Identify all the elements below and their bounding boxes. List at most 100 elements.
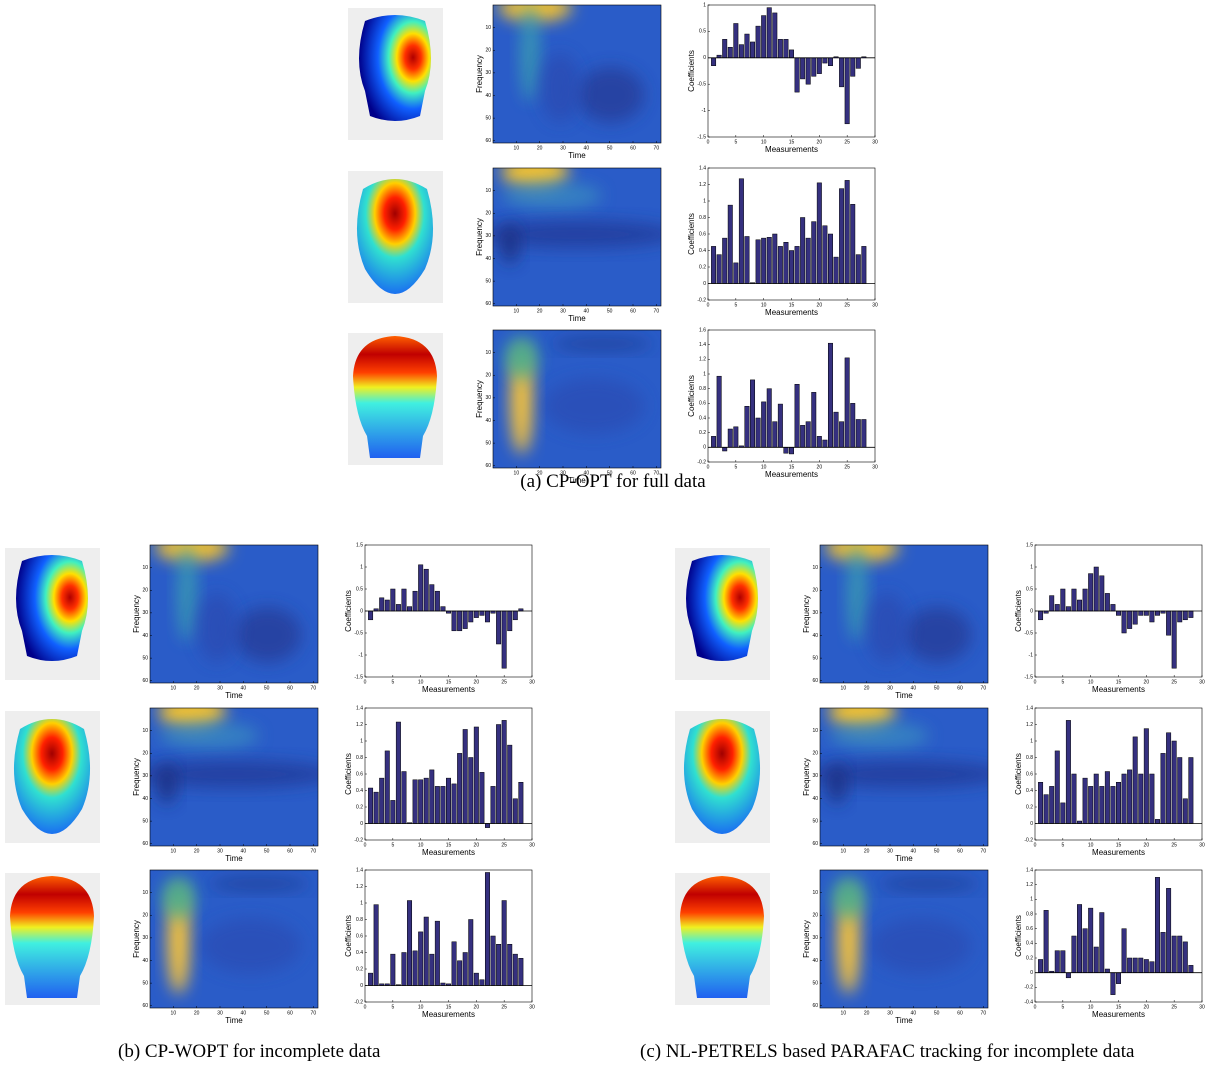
x-axis-label: Time — [895, 691, 913, 700]
bar — [812, 222, 816, 284]
bar — [1061, 589, 1065, 611]
x-tick-label: 25 — [1171, 842, 1177, 848]
x-axis-label: Measurements — [765, 308, 818, 317]
y-tick-label: 30 — [142, 935, 148, 941]
y-tick-label: 20 — [485, 211, 491, 217]
bar — [761, 16, 765, 58]
bar — [430, 770, 434, 824]
y-tick-label: 1 — [703, 371, 706, 377]
y-tick-label: 0.6 — [356, 933, 363, 939]
y-tick-label: 0.8 — [699, 215, 706, 221]
y-tick-label: 10 — [485, 25, 491, 31]
bar — [1166, 888, 1170, 972]
bar — [722, 238, 726, 283]
x-tick-label: 5 — [734, 139, 737, 145]
bar — [773, 422, 777, 448]
y-tick-label: 0.6 — [1026, 771, 1033, 777]
bar — [391, 589, 395, 611]
spectrogram-blob — [827, 763, 847, 804]
y-tick-label: 0.6 — [1026, 926, 1033, 932]
y-tick-label: 0.4 — [699, 248, 706, 254]
bar — [789, 50, 793, 58]
y-tick-label: 1.4 — [1026, 705, 1033, 711]
x-tick-label: 25 — [844, 139, 850, 145]
axes-box — [708, 330, 875, 462]
y-tick-label: 1 — [1030, 897, 1033, 903]
bar — [485, 824, 489, 828]
bar — [396, 722, 400, 823]
bar — [1161, 932, 1165, 972]
bar — [778, 246, 782, 283]
head — [686, 555, 758, 661]
y-tick-label: 30 — [485, 70, 491, 76]
bar — [862, 419, 866, 447]
bar — [812, 58, 816, 76]
bar — [385, 751, 389, 824]
bar — [756, 26, 760, 58]
bar — [856, 255, 860, 284]
x-axis-label: Measurements — [422, 685, 475, 694]
bar — [1133, 737, 1137, 824]
caption: (b) CP-WOPT for incomplete data — [118, 1040, 518, 1063]
bar — [413, 780, 417, 824]
bar — [1055, 751, 1059, 824]
bar — [441, 607, 445, 611]
bar — [430, 585, 434, 611]
bar — [1100, 576, 1104, 611]
bar — [1066, 720, 1070, 823]
y-tick-label: 1.4 — [699, 342, 706, 348]
x-tick-label: 70 — [311, 685, 317, 691]
bar — [800, 425, 804, 447]
bar — [828, 58, 832, 66]
y-tick-label: 0.2 — [1026, 804, 1033, 810]
spectrogram-blob — [200, 918, 301, 973]
bar — [457, 753, 461, 823]
y-tick-label: 60 — [812, 1003, 818, 1009]
y-tick-label: 20 — [142, 751, 148, 757]
y-tick-label: 1.5 — [1026, 542, 1033, 548]
bar — [711, 58, 715, 66]
x-tick-label: 0 — [1034, 679, 1037, 685]
bar — [424, 917, 428, 985]
bar — [485, 872, 489, 985]
y-tick-label: 0.6 — [356, 771, 363, 777]
bar — [1189, 611, 1193, 618]
y-axis-label: Coefficients — [1014, 753, 1023, 795]
bar — [374, 792, 378, 823]
x-tick-label: 0 — [364, 679, 367, 685]
y-tick-label: 0 — [1030, 970, 1033, 976]
y-tick-label: 50 — [812, 980, 818, 986]
bar — [789, 251, 793, 284]
bar — [734, 263, 738, 284]
y-axis-label: Coefficients — [344, 915, 353, 957]
bar — [1055, 604, 1059, 611]
x-tick-label: 25 — [501, 842, 507, 848]
bar — [823, 440, 827, 447]
bar — [1083, 778, 1087, 823]
y-tick-label: 30 — [485, 233, 491, 239]
x-tick-label: 0 — [364, 842, 367, 848]
bar — [778, 39, 782, 57]
x-axis-label: Measurements — [1092, 848, 1145, 857]
bar — [1100, 786, 1104, 823]
bar — [1172, 611, 1176, 668]
bar — [1189, 758, 1193, 824]
y-tick-label: 50 — [485, 278, 491, 284]
bar — [711, 246, 715, 283]
bar — [1044, 910, 1048, 972]
x-tick-label: 20 — [864, 848, 870, 854]
x-tick-label: 30 — [560, 145, 566, 151]
x-tick-label: 60 — [287, 1010, 293, 1016]
y-tick-label: 60 — [142, 841, 148, 847]
bar — [745, 34, 749, 58]
x-tick-label: 70 — [981, 685, 987, 691]
y-tick-label: 60 — [142, 1003, 148, 1009]
y-tick-label: 1 — [703, 2, 706, 8]
bar — [767, 237, 771, 283]
bar — [767, 8, 771, 58]
spectrogram-image — [803, 696, 1005, 846]
x-tick-label: 60 — [287, 848, 293, 854]
bar — [519, 782, 523, 823]
bar — [1105, 969, 1109, 973]
bar — [457, 611, 461, 631]
